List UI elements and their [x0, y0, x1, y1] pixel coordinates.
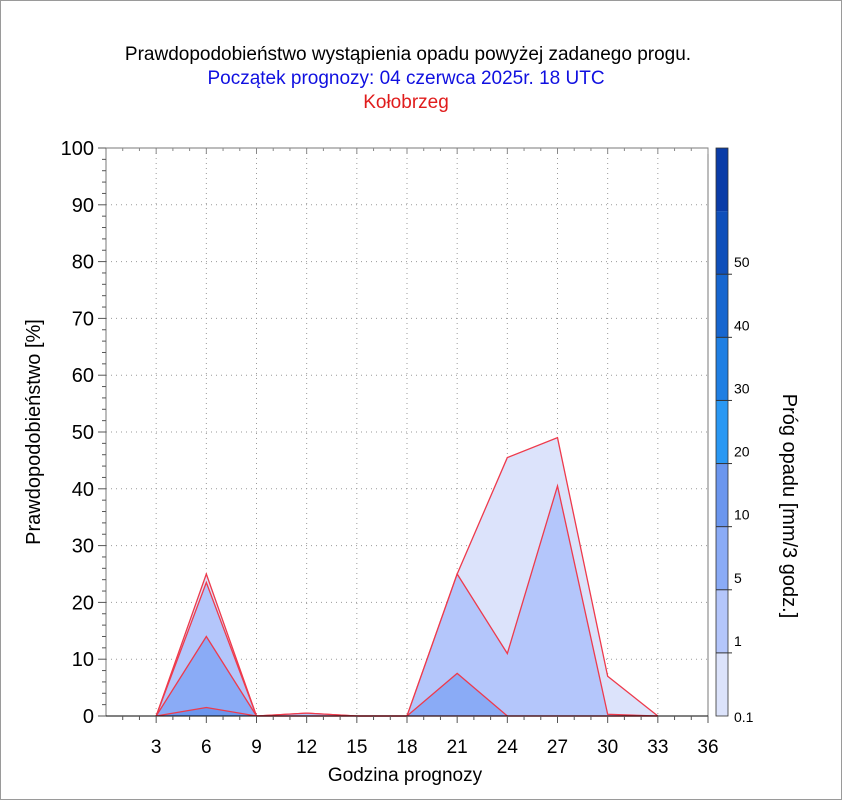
colorbar-segment: [716, 148, 728, 212]
x-tick-label: 18: [396, 737, 417, 758]
colorbar-tick-label: 10: [734, 507, 750, 523]
y-tick-label: 80: [72, 252, 94, 274]
colorbar-segment: [716, 211, 728, 275]
colorbar: 0.1 1 5 10 20 30 40 50: [715, 147, 754, 725]
colorbar-segment: [716, 274, 728, 338]
x-tick-label: 15: [346, 737, 367, 758]
y-tick-label: 0: [83, 706, 94, 728]
colorbar-tick-label: 1: [734, 633, 742, 649]
y-tick-label: 10: [72, 649, 94, 671]
colorbar-segment: [716, 589, 728, 653]
chart-title: Prawdopodobieństwo wystąpienia opadu pow…: [125, 44, 691, 65]
colorbar-outline: [715, 147, 729, 717]
colorbar-segment: [716, 400, 728, 464]
colorbar-segment: [716, 463, 728, 527]
x-axis-label: Godzina prognozy: [328, 765, 483, 786]
y-tick-label: 20: [72, 592, 94, 614]
y-tick-label: 90: [72, 195, 94, 217]
colorbar-tick-label: 20: [734, 444, 750, 460]
x-tick-label: 9: [251, 737, 262, 758]
y-axis: 0 10 20 30 40 50 60 70 80 90 100: [61, 138, 106, 728]
y-tick-label: 70: [72, 308, 94, 330]
colorbar-label: Próg opadu [mm/3 godz.]: [778, 394, 800, 619]
colorbar-segment: [716, 337, 728, 401]
x-tick-label: 3: [151, 737, 162, 758]
x-tick-label: 33: [647, 737, 668, 758]
x-tick-label: 21: [447, 737, 468, 758]
colorbar-tick-label: 50: [734, 254, 750, 270]
y-tick-label: 60: [72, 365, 94, 387]
y-tick-label: 30: [72, 536, 94, 558]
colorbar-segment: [716, 652, 728, 716]
colorbar-segment: [716, 526, 728, 590]
y-axis-label: Prawdopodobieństwo [%]: [23, 319, 45, 545]
colorbar-tick-label: 30: [734, 380, 750, 396]
threshold-areas: [155, 436, 659, 717]
x-axis: 3 6 9 12 15 18 21 24 27 30 33 36: [122, 148, 719, 758]
chart-location: Kołobrzeg: [363, 92, 449, 113]
area-threshold: [156, 485, 658, 716]
area-threshold: [156, 707, 658, 716]
x-tick-label: 30: [597, 737, 618, 758]
x-tick-label: 24: [497, 737, 519, 758]
x-tick-label: 27: [547, 737, 568, 758]
y-tick-label: 100: [61, 138, 94, 160]
y-tick-label: 50: [72, 422, 94, 444]
x-tick-label: 6: [201, 737, 212, 758]
colorbar-tick-label: 5: [734, 570, 742, 586]
x-tick-label: 36: [697, 737, 718, 758]
colorbar-tick-label: 0.1: [734, 709, 754, 725]
x-tick-label: 12: [296, 737, 317, 758]
chart-subtitle: Początek prognozy: 04 czerwca 2025r. 18 …: [207, 68, 604, 89]
colorbar-tick-label: 40: [734, 317, 750, 333]
y-tick-label: 40: [72, 479, 94, 501]
